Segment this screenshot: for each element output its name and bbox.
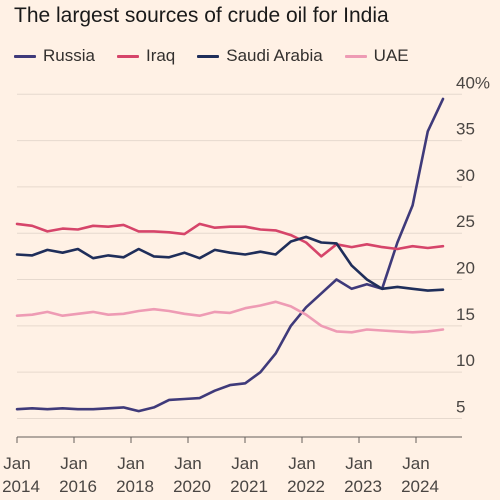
- legend-label: Russia: [43, 46, 95, 65]
- series-line-uae: [15, 300, 445, 334]
- x-axis: Jan 2014 Jan 2016 Jan 2018 Jan 2020 Jan 2021 Jan 20…: [2, 436, 462, 496]
- x-tick-label-month: Jan: [174, 454, 201, 473]
- x-tick-label-month: Jan: [60, 454, 87, 473]
- y-axis-ticks: 5 10 15 20 25 30 35 40%: [456, 73, 490, 416]
- x-tick-label-month: Jan: [117, 454, 144, 473]
- legend-label: UAE: [373, 46, 409, 65]
- x-tick-label-year: 2014: [2, 477, 40, 496]
- y-tick-label: 5: [456, 397, 465, 416]
- gridlines: [17, 93, 462, 419]
- legend-label: Saudi Arabia: [226, 46, 323, 65]
- series-line-russia: [15, 97, 445, 413]
- y-tick-label: 15: [456, 305, 475, 324]
- chart-title: The largest sources of crude oil for Ind…: [14, 4, 389, 27]
- x-tick-label-month: Jan: [231, 454, 258, 473]
- y-tick-label: 20: [456, 259, 475, 278]
- x-tick-label-month: Jan: [402, 454, 429, 473]
- x-tick-label-year: 2021: [230, 477, 268, 496]
- y-tick-label: 35: [456, 120, 475, 139]
- legend-item-iraq: Iraq: [116, 46, 176, 66]
- legend-swatch: [344, 54, 367, 58]
- x-tick-label-month: Jan: [345, 454, 372, 473]
- x-tick-label-year: 2020: [173, 477, 211, 496]
- legend-swatch: [14, 54, 36, 58]
- x-tick-label-year: 2022: [287, 477, 325, 496]
- x-tick-label-month: Jan: [3, 454, 30, 473]
- legend-item-russia: Russia: [14, 46, 95, 66]
- legend-item-saudi-arabia: Saudi Arabia: [197, 46, 323, 66]
- legend-swatch: [116, 54, 139, 58]
- x-tick-label-year: 2024: [401, 477, 439, 496]
- x-tick-label-month: Jan: [288, 454, 315, 473]
- y-tick-label: 40%: [456, 73, 490, 92]
- series-line-iraq: [15, 222, 445, 258]
- y-tick-label: 30: [456, 166, 475, 185]
- legend-label: Iraq: [145, 46, 176, 65]
- series-line-saudi-arabia: [15, 235, 445, 292]
- series-lines: [15, 97, 445, 413]
- legend-swatch: [197, 54, 220, 58]
- x-tick-label-year: 2016: [59, 477, 97, 496]
- x-tick-label-year: 2018: [116, 477, 154, 496]
- y-tick-label: 10: [456, 351, 475, 370]
- legend: Russia Iraq Saudi Arabia UAE: [14, 46, 431, 66]
- y-tick-label: 25: [456, 212, 475, 231]
- x-tick-label-year: 2023: [344, 477, 382, 496]
- legend-item-uae: UAE: [344, 46, 409, 66]
